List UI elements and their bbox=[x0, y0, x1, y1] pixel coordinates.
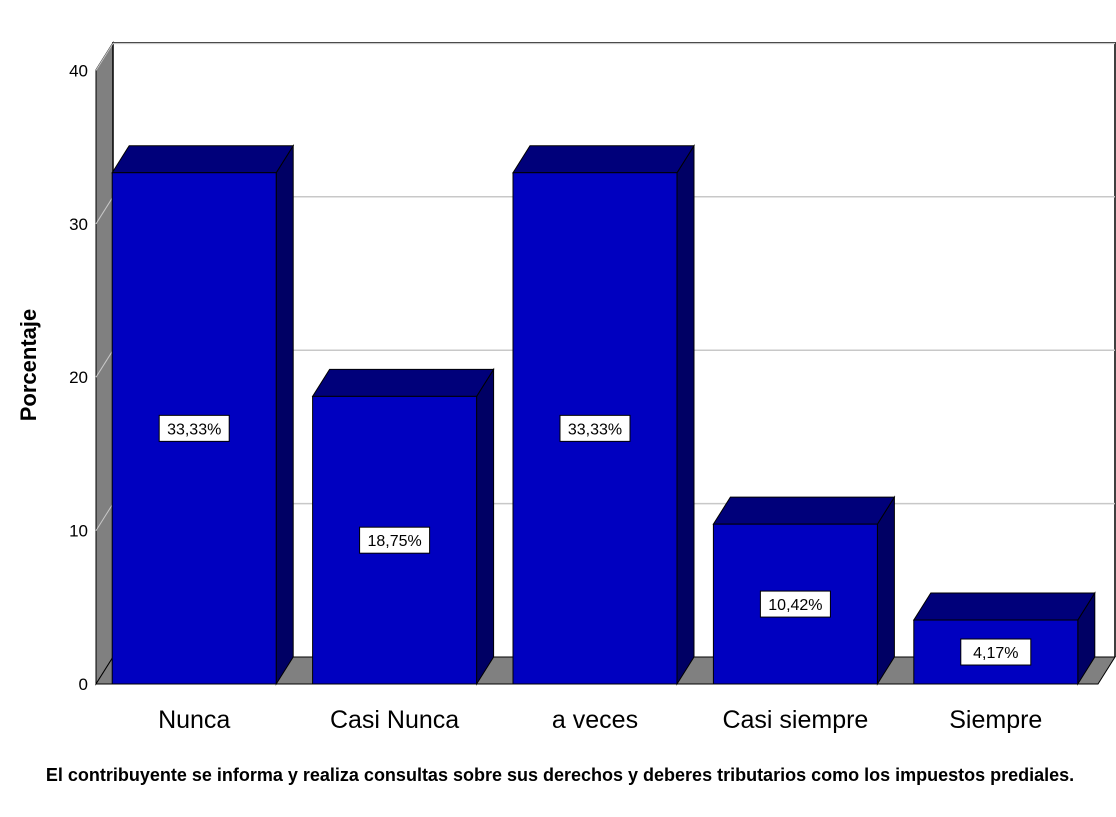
x-category-label: Casi siempre bbox=[722, 706, 868, 734]
y-tick-label: 40 bbox=[69, 61, 88, 80]
bar: 18,75% bbox=[311, 367, 495, 686]
data-label: 4,17% bbox=[973, 645, 1018, 662]
y-tick-label: 10 bbox=[69, 522, 88, 541]
bar-side bbox=[476, 367, 495, 686]
data-label-box bbox=[359, 526, 431, 554]
data-label: 10,42% bbox=[768, 597, 822, 614]
bar-side bbox=[676, 143, 695, 686]
bar-side bbox=[876, 495, 895, 686]
data-label: 33,33% bbox=[568, 421, 622, 438]
data-label-box bbox=[960, 638, 1032, 666]
gridline-side bbox=[95, 43, 114, 71]
data-label-box bbox=[559, 414, 631, 442]
x-category-label: Nunca bbox=[158, 706, 230, 734]
y-tick-label: 30 bbox=[69, 215, 88, 234]
gridline-side bbox=[95, 196, 114, 225]
data-label-box bbox=[759, 590, 831, 618]
x-category-label: Siempre bbox=[949, 706, 1042, 734]
bar-side bbox=[275, 143, 294, 686]
x-category-label: Casi Nunca bbox=[330, 706, 459, 734]
x-category-label: a veces bbox=[552, 706, 638, 734]
x-axis-categories: Nunca Casi Nunca a veces Casi siempre Siempr… bbox=[158, 706, 1042, 734]
gridline-side bbox=[95, 349, 114, 378]
bar: 4,17% bbox=[912, 591, 1096, 686]
bars: 33,33% 18,75% 33,33% 10,42% 4,17% bbox=[111, 143, 1096, 686]
bar-top bbox=[912, 592, 1096, 621]
bar: 33,33% bbox=[512, 143, 695, 686]
y-axis-label: Porcentaje bbox=[16, 309, 41, 422]
data-label: 18,75% bbox=[367, 533, 421, 550]
bar: 10,42% bbox=[712, 495, 896, 686]
bar-top bbox=[512, 145, 695, 174]
bar-top bbox=[311, 368, 495, 397]
bar-top bbox=[111, 145, 295, 174]
y-axis-ticks: 0 10 20 30 40 bbox=[69, 61, 88, 694]
gridline-side bbox=[95, 503, 114, 531]
bar: 33,33% bbox=[111, 143, 295, 686]
y-tick-label: 20 bbox=[69, 368, 88, 387]
y-tick-label: 0 bbox=[79, 675, 88, 694]
x-axis-label: El contribuyente se informa y realiza co… bbox=[45, 765, 1075, 785]
data-label-box bbox=[158, 414, 230, 442]
bar-top bbox=[712, 496, 896, 525]
data-label: 33,33% bbox=[167, 421, 221, 438]
